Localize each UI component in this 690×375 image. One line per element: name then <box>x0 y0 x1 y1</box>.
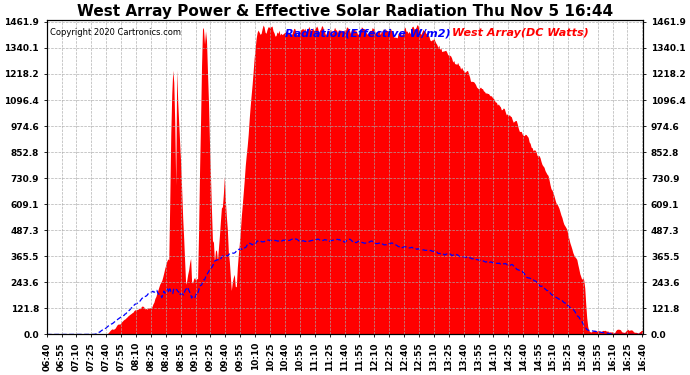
Title: West Array Power & Effective Solar Radiation Thu Nov 5 16:44: West Array Power & Effective Solar Radia… <box>77 4 613 19</box>
Text: West Array(DC Watts): West Array(DC Watts) <box>453 28 589 38</box>
Text: Radiation(Effective W/m2): Radiation(Effective W/m2) <box>286 28 451 38</box>
Text: Copyright 2020 Cartronics.com: Copyright 2020 Cartronics.com <box>50 28 181 37</box>
